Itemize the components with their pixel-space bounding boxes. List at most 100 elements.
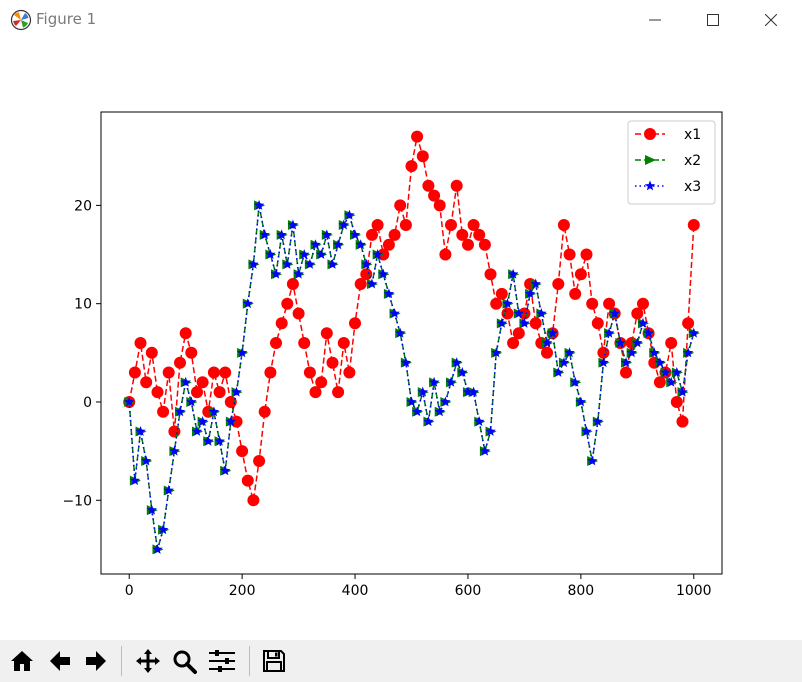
save-icon <box>263 650 285 672</box>
data-point-x3 <box>378 268 389 279</box>
configure-subplots-button[interactable] <box>206 645 238 677</box>
navigation-toolbar <box>0 640 802 682</box>
zoom-button[interactable] <box>168 645 200 677</box>
data-point-x3 <box>349 229 361 240</box>
y-tick-label: −10 <box>62 493 92 509</box>
data-point-x1 <box>428 189 441 202</box>
data-point-x3 <box>649 347 660 358</box>
data-point-x3 <box>395 327 406 338</box>
data-point-x1 <box>473 228 486 241</box>
data-point-x3 <box>208 406 220 417</box>
data-point-x1 <box>174 356 186 369</box>
minimize-button[interactable] <box>626 0 684 40</box>
data-point-x3 <box>507 268 519 279</box>
legend-marker-x1 <box>644 128 656 140</box>
data-point-x3 <box>417 386 428 397</box>
y-tick-label: 0 <box>83 395 92 411</box>
close-button[interactable] <box>742 0 800 40</box>
data-point-x1 <box>665 337 678 349</box>
data-point-x1 <box>450 179 463 192</box>
data-point-x3 <box>524 288 536 299</box>
x-tick-label: 0 <box>125 583 134 599</box>
data-point-x3 <box>457 367 468 377</box>
data-point-x3 <box>355 239 366 250</box>
legend-box <box>627 120 716 205</box>
data-point-x1 <box>247 494 260 507</box>
data-point-x3 <box>282 258 293 269</box>
data-point-x3 <box>225 416 237 427</box>
data-point-x1 <box>512 327 525 340</box>
data-point-x3 <box>626 347 637 358</box>
x-tick-label: 800 <box>567 583 594 599</box>
data-point-x3 <box>654 357 666 368</box>
forward-button[interactable] <box>80 645 112 677</box>
data-point-x3 <box>124 396 135 407</box>
data-point-x1 <box>337 337 350 349</box>
data-point-x3 <box>479 445 491 456</box>
data-point-x3 <box>135 426 146 436</box>
data-point-x3 <box>423 416 434 427</box>
data-point-x3 <box>242 298 253 309</box>
figure-canvas[interactable]: 0 200 400 600 800 1000 −10 0 10 20 x1 x2 x3 <box>0 40 802 640</box>
data-point-x1 <box>224 396 237 408</box>
data-point-x1 <box>388 228 401 241</box>
data-point-x3 <box>327 258 338 269</box>
data-point-x1 <box>196 376 209 389</box>
data-point-x3 <box>270 268 282 279</box>
data-point-x1 <box>264 366 277 379</box>
data-point-x3 <box>157 524 169 535</box>
data-point-x3 <box>152 543 163 554</box>
data-point-x3 <box>615 337 626 348</box>
maximize-button[interactable] <box>684 0 742 40</box>
data-point-x1 <box>241 474 254 487</box>
data-point-x1 <box>162 366 175 379</box>
data-point-x3 <box>575 396 587 407</box>
data-point-x3 <box>259 229 270 240</box>
data-point-x3 <box>541 337 553 348</box>
data-point-x1 <box>382 238 395 251</box>
data-point-x1 <box>371 219 384 231</box>
data-point-x3 <box>637 317 649 328</box>
data-point-x1 <box>552 278 565 290</box>
data-point-x1 <box>354 278 367 290</box>
data-point-x1 <box>467 219 480 231</box>
data-point-x1 <box>394 199 407 212</box>
data-point-x3 <box>620 357 632 368</box>
home-icon <box>11 651 33 671</box>
back-button[interactable] <box>44 645 76 677</box>
data-point-x3 <box>299 249 310 259</box>
pan-button[interactable] <box>132 645 164 677</box>
save-button[interactable] <box>258 645 290 677</box>
data-point-x1 <box>495 287 508 300</box>
data-point-x3 <box>530 278 541 289</box>
data-point-x1 <box>439 248 452 261</box>
configure-subplots-icon <box>209 650 235 672</box>
home-button[interactable] <box>6 645 38 677</box>
data-point-x3 <box>372 249 383 259</box>
toolbar-separator <box>249 646 250 676</box>
legend-label: x1 <box>684 127 701 143</box>
data-point-x1 <box>631 307 644 320</box>
data-point-x3 <box>677 386 688 397</box>
legend: x1 x2 x3 <box>627 120 716 205</box>
data-point-x1 <box>275 317 288 330</box>
data-point-x1 <box>270 337 282 349</box>
data-point-x3 <box>304 258 316 269</box>
data-point-x3 <box>513 308 524 318</box>
maximize-icon <box>707 14 719 26</box>
matplotlib-icon <box>10 9 32 31</box>
data-point-x1 <box>541 346 553 359</box>
data-point-x3 <box>287 219 299 230</box>
legend-marker-x3 <box>644 180 656 191</box>
data-point-x3 <box>428 376 440 387</box>
data-point-x3 <box>564 347 575 358</box>
data-point-x1 <box>433 199 446 212</box>
window-title: Figure 1 <box>36 10 97 28</box>
data-point-x1 <box>360 268 373 281</box>
title-bar: Figure 1 <box>0 0 802 41</box>
data-point-x3 <box>315 249 327 259</box>
data-point-x1 <box>574 268 587 281</box>
minimize-icon <box>649 19 661 21</box>
data-point-x1 <box>676 415 689 428</box>
data-point-x1 <box>399 219 412 231</box>
